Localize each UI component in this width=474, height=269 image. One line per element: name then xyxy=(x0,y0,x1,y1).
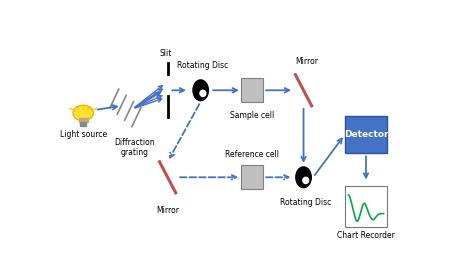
Ellipse shape xyxy=(73,105,93,121)
Ellipse shape xyxy=(193,80,209,101)
Text: Diffraction
grating: Diffraction grating xyxy=(114,138,155,157)
Text: Detector: Detector xyxy=(344,130,388,139)
Ellipse shape xyxy=(200,90,206,97)
Text: Chart Recorder: Chart Recorder xyxy=(337,231,395,240)
Text: Slit: Slit xyxy=(160,49,172,58)
Bar xyxy=(345,116,387,153)
Text: Mirror: Mirror xyxy=(156,206,179,215)
Bar xyxy=(79,118,88,122)
Bar xyxy=(241,165,263,189)
Text: Light source: Light source xyxy=(60,130,107,139)
Text: Reference cell: Reference cell xyxy=(225,150,279,159)
Ellipse shape xyxy=(303,177,309,183)
Bar xyxy=(241,78,263,102)
Text: Rotating Disc: Rotating Disc xyxy=(280,198,331,207)
Text: Mirror: Mirror xyxy=(296,57,319,66)
Text: Rotating Disc: Rotating Disc xyxy=(177,61,228,70)
Bar xyxy=(80,122,86,126)
Ellipse shape xyxy=(296,167,311,188)
Text: Sample cell: Sample cell xyxy=(230,111,274,120)
Bar xyxy=(345,186,387,227)
